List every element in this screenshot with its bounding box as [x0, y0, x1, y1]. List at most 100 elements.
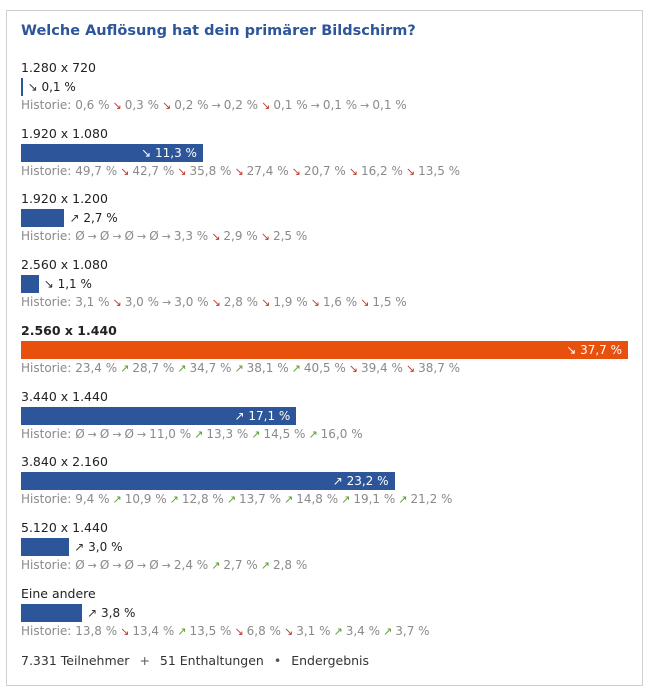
- result-bar: [21, 143, 203, 162]
- history-value: Ø: [149, 229, 159, 244]
- bar-value: 2,7 %: [83, 211, 118, 226]
- history-trend-up-icon: ↗: [177, 361, 187, 375]
- history-line: Historie: 23,4 % ↗ 28,7 % ↗ 34,7 % ↗ 38,1 % ↗ 40…: [21, 360, 633, 377]
- trend-up-icon: ↗: [87, 605, 102, 620]
- bar-value: 23,2 %: [346, 474, 389, 489]
- history-value: 0,1 %: [273, 98, 308, 112]
- history-trend-down-icon: ↘: [211, 296, 221, 310]
- history-value: 16,0 %: [320, 426, 363, 441]
- history-value: 38,7 %: [418, 360, 461, 375]
- poll-card: Welche Auflösung hat dein primärer Bilds…: [6, 10, 643, 686]
- history-label: Historie:: [21, 557, 72, 572]
- poll-footer: 7.331 Teilnehmer + 51 Enthaltungen • End…: [21, 653, 369, 668]
- result-item: 1.280 x 720 ↘ 0,1 % Historie: 0,6 % ↘ 0,3 % ↘…: [21, 59, 633, 114]
- history-trend-down-icon: ↘: [211, 230, 221, 244]
- history-value: 13,5 %: [189, 623, 232, 638]
- history-line: Historie: 9,4 % ↗ 10,9 % ↗ 12,8 % ↗ 13,7 % ↗ 14,…: [21, 491, 633, 508]
- trend-down-icon: ↘: [566, 342, 581, 357]
- bar-row: ↘ 11,3 %: [21, 143, 633, 162]
- bar-value-label: ↘ 11,3 %: [21, 144, 203, 162]
- bar-row: ↗ 3,8 %: [21, 603, 633, 622]
- history-trend-up-icon: ↗: [120, 361, 130, 375]
- result-bar: [21, 340, 628, 359]
- history-value: 2,5 %: [272, 229, 308, 244]
- plus-separator: +: [139, 653, 150, 668]
- history-value: Ø: [124, 426, 134, 441]
- history-label: Historie:: [21, 492, 72, 507]
- history-line: Historie: Ø → Ø → Ø → 11,0 % ↗ 13,3 % ↗ 14,5 % ↗ 16,…: [21, 426, 633, 443]
- history-value: 20,7 %: [303, 163, 346, 178]
- history-trend-same-icon: →: [161, 230, 171, 244]
- history-trend-down-icon: ↘: [261, 99, 271, 112]
- history-trend-same-icon: →: [136, 230, 147, 244]
- history-value: 0,1 %: [322, 98, 358, 112]
- bar-value: 37,7 %: [580, 342, 622, 357]
- result-item: Eine andere ↗ 3,8 % Historie: 13,8 % ↘ 13,4 …: [21, 585, 633, 640]
- history-value: 42,7 %: [132, 163, 175, 178]
- history-value: 0,1 %: [372, 98, 407, 112]
- history-value: 1,5 %: [372, 295, 407, 310]
- history-value: 2,4 %: [173, 557, 209, 572]
- history-trend-down-icon: ↘: [348, 164, 358, 178]
- history-value: 28,7 %: [132, 360, 175, 375]
- history-trend-up-icon: ↗: [341, 493, 351, 507]
- bar-value-label: ↘ 1,1 %: [39, 275, 92, 293]
- trend-up-icon: ↗: [332, 474, 347, 489]
- history-value: 13,5 %: [418, 163, 461, 178]
- poll-status: Endergebnis: [291, 653, 370, 668]
- history-value: 1,9 %: [273, 295, 308, 310]
- history-value: Ø: [75, 426, 85, 441]
- history-trend-same-icon: →: [87, 427, 97, 441]
- history-line: Historie: 49,7 % ↘ 42,7 % ↘ 35,8 % ↘ 27,4 % ↘ 20…: [21, 163, 633, 180]
- history-value: Ø: [99, 426, 110, 441]
- bar-row: ↗ 17,1 %: [21, 406, 633, 425]
- bar-value-label: ↘ 0,1 %: [23, 78, 76, 96]
- history-trend-down-icon: ↘: [120, 164, 130, 178]
- result-bar: [21, 472, 395, 491]
- option-label: 3.840 x 2.160: [21, 454, 108, 470]
- history-trend-same-icon: →: [87, 558, 97, 572]
- history-label: Historie:: [21, 360, 72, 375]
- poll-title: Welche Auflösung hat dein primärer Bilds…: [21, 23, 416, 39]
- history-trend-down-icon: ↘: [405, 164, 416, 178]
- history-trend-up-icon: ↗: [169, 493, 179, 507]
- result-item: 5.120 x 1.440 ↗ 3,0 % Historie: Ø → Ø → Ø → Ø → 2,…: [21, 519, 633, 574]
- history-trend-down-icon: ↘: [260, 230, 270, 244]
- history-line: Historie: Ø → Ø → Ø → Ø → 2,4 % ↗ 2,7 % ↗ 2,8 %: [21, 557, 633, 574]
- history-label: Historie:: [21, 98, 72, 112]
- result-item: 1.920 x 1.080 ↘ 11,3 % Historie: 49,7 % ↘ 42…: [21, 125, 633, 180]
- history-value: 16,2 %: [360, 163, 403, 178]
- bar-row: ↘ 0,1 %: [21, 78, 633, 96]
- bar-row: ↘ 37,7 %: [21, 340, 633, 359]
- result-item: 1.920 x 1.200 ↗ 2,7 % Historie: Ø → Ø → Ø → Ø → 3,…: [21, 190, 633, 245]
- history-trend-down-icon: ↘: [360, 296, 370, 310]
- history-value: 0,3 %: [124, 98, 160, 112]
- bar-row: ↗ 2,7 %: [21, 209, 633, 228]
- history-trend-down-icon: ↘: [234, 624, 244, 638]
- history-value: Ø: [124, 229, 134, 244]
- history-value: 49,7 %: [75, 163, 118, 178]
- history-value: 2,8 %: [272, 557, 308, 572]
- history-trend-same-icon: →: [136, 427, 147, 441]
- history-value: 2,9 %: [223, 229, 258, 244]
- history-value: 3,1 %: [296, 623, 331, 638]
- history-trend-same-icon: →: [136, 558, 147, 572]
- history-label: Historie:: [21, 295, 72, 310]
- history-trend-up-icon: ↗: [283, 493, 294, 507]
- result-bar: [21, 537, 70, 556]
- history-value: 13,7 %: [239, 492, 281, 507]
- history-value: 1,6 %: [322, 295, 358, 310]
- bar-value-label: ↗ 17,1 %: [21, 407, 296, 425]
- history-value: 0,2 %: [223, 98, 259, 112]
- history-value: 39,4 %: [360, 360, 403, 375]
- history-value: 3,7 %: [395, 623, 430, 638]
- history-value: 21,2 %: [410, 492, 453, 507]
- history-trend-up-icon: ↗: [291, 361, 301, 375]
- history-trend-up-icon: ↗: [194, 427, 204, 441]
- history-value: 14,8 %: [296, 492, 339, 507]
- result-item: 3.840 x 2.160 ↗ 23,2 % Historie: 9,4 % ↗ 10,…: [21, 453, 633, 508]
- history-value: 23,4 %: [75, 360, 118, 375]
- history-value: 11,0 %: [149, 426, 192, 441]
- history-trend-up-icon: ↗: [383, 624, 393, 638]
- history-line: Historie: 13,8 % ↘ 13,4 % ↗ 13,5 % ↘ 6,8 % ↘ 3,1…: [21, 623, 633, 640]
